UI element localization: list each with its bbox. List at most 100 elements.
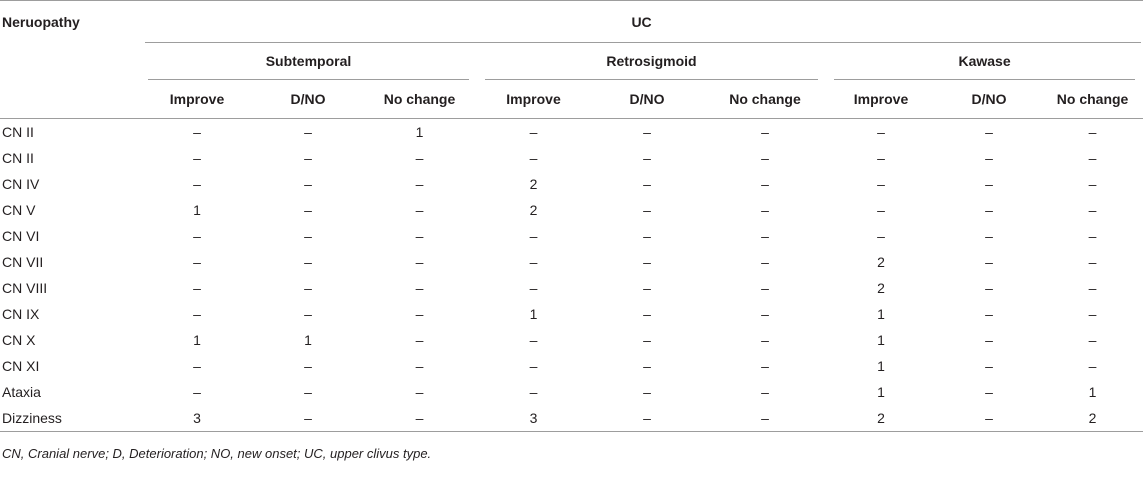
table-cell: – bbox=[985, 175, 993, 192]
group-header-kawase: Kawase bbox=[826, 43, 1143, 80]
table-cell: – bbox=[304, 123, 312, 140]
table-row: CN XI – – – – – – 1 – – bbox=[0, 353, 1143, 379]
group-rule bbox=[148, 78, 469, 80]
table-row: Dizziness 3– –3– –2–2 bbox=[0, 405, 1143, 433]
group-rule bbox=[834, 78, 1136, 80]
subheader-no-change: No change bbox=[362, 79, 477, 119]
table-cell: – bbox=[985, 280, 993, 297]
group-rule bbox=[485, 78, 818, 80]
table-cell: – bbox=[877, 227, 885, 244]
row-label: CN X bbox=[2, 332, 36, 349]
table-cell: – bbox=[985, 306, 993, 323]
row-label: CN II bbox=[2, 123, 34, 140]
table-cell: – bbox=[415, 149, 424, 166]
table-cell: 1 bbox=[415, 123, 424, 140]
table-cell: – bbox=[643, 149, 651, 166]
table-cell: – bbox=[643, 227, 651, 244]
row-label: CN V bbox=[2, 201, 36, 218]
table-cell: – bbox=[193, 175, 201, 192]
row-header: Neruopathy bbox=[0, 0, 140, 43]
row-label: CN XI bbox=[2, 358, 40, 375]
group-header-subtemporal: Subtemporal bbox=[140, 43, 477, 80]
table-row: CN IV – – – 2 – – – – – bbox=[0, 171, 1143, 197]
table-cell: – bbox=[415, 254, 424, 271]
subheader-no-change: No change bbox=[704, 79, 826, 119]
table-cell: 1 bbox=[193, 201, 201, 218]
super-header-rule bbox=[145, 41, 1142, 43]
table-row: CN IX – – – 1 – – 1 – – bbox=[0, 301, 1143, 327]
table-footnote: CN, Cranial nerve; D, Deterioration; NO,… bbox=[2, 446, 432, 461]
table-cell: – bbox=[529, 149, 538, 166]
table-row: CN X 1 1 – – – – 1 – – bbox=[0, 327, 1143, 353]
table-cell: – bbox=[193, 358, 201, 375]
group-header-retrosigmoid: Retrosigmoid bbox=[477, 43, 826, 80]
table-cell: – bbox=[704, 405, 826, 433]
subheader-dno: D/NO bbox=[254, 79, 362, 119]
row-label: CN VI bbox=[2, 227, 40, 244]
table-cell: – bbox=[643, 280, 651, 297]
table-cell: 1 bbox=[193, 332, 201, 349]
table-cell: – bbox=[761, 280, 769, 297]
table-cell: – bbox=[1088, 175, 1097, 192]
table-cell: – bbox=[985, 332, 993, 349]
table-cell: – bbox=[304, 201, 312, 218]
table-cell: – bbox=[1088, 280, 1097, 297]
row-label: Ataxia bbox=[2, 384, 41, 401]
table-container: Neruopathy UC Subtemporal Retrosigmoid K… bbox=[0, 0, 1143, 461]
table-cell: – bbox=[1088, 123, 1097, 140]
table-cell: – bbox=[985, 201, 993, 218]
table-cell: – bbox=[877, 123, 885, 140]
table-cell: – bbox=[415, 201, 424, 218]
table-cell: – bbox=[761, 306, 769, 323]
table-cell: – bbox=[415, 358, 424, 375]
table-cell: – bbox=[193, 123, 201, 140]
table-cell: – bbox=[193, 384, 201, 401]
table-cell: – bbox=[304, 227, 312, 244]
table-cell: 1 bbox=[304, 332, 312, 349]
table-cell: 1 bbox=[877, 358, 885, 375]
table-row: CN VII – – – – – – 2 – – bbox=[0, 249, 1143, 275]
table-row: CN II – – 1 – – – – – – bbox=[0, 119, 1143, 145]
table-cell: – bbox=[877, 149, 885, 166]
table-cell: – bbox=[1088, 227, 1097, 244]
table-cell: – bbox=[643, 175, 651, 192]
row-label: CN II bbox=[2, 149, 34, 166]
table-cell: – bbox=[643, 201, 651, 218]
table-cell: – bbox=[643, 384, 651, 401]
subheader-no-change: No change bbox=[1042, 79, 1143, 119]
table-cell: – bbox=[590, 405, 704, 433]
table-cell: 2 bbox=[529, 175, 538, 192]
blank-cell bbox=[0, 79, 140, 119]
table-cell: – bbox=[193, 149, 201, 166]
subheader-dno: D/NO bbox=[590, 79, 704, 119]
table-cell: – bbox=[304, 254, 312, 271]
table-cell: – bbox=[643, 332, 651, 349]
table-cell: – bbox=[761, 149, 769, 166]
table-cell: – bbox=[304, 280, 312, 297]
table-cell: – bbox=[529, 384, 538, 401]
table-cell: 1 bbox=[877, 332, 885, 349]
table-cell: – bbox=[985, 149, 993, 166]
neuropathy-table: Neruopathy UC Subtemporal Retrosigmoid K… bbox=[0, 0, 1143, 433]
blank-cell bbox=[0, 43, 140, 80]
table-cell: – bbox=[936, 405, 1042, 433]
group-label: Subtemporal bbox=[265, 53, 352, 69]
table-cell: – bbox=[761, 358, 769, 375]
table-cell: – bbox=[761, 227, 769, 244]
subheader-improve: Improve bbox=[826, 79, 936, 119]
table-cell: – bbox=[415, 280, 424, 297]
table-cell: – bbox=[529, 123, 538, 140]
table-cell: – bbox=[761, 201, 769, 218]
table-cell: – bbox=[415, 227, 424, 244]
table-cell: – bbox=[304, 306, 312, 323]
table-cell: – bbox=[304, 149, 312, 166]
table-cell: 2 bbox=[877, 280, 885, 297]
table-cell: – bbox=[1088, 306, 1097, 323]
table-cell: – bbox=[304, 175, 312, 192]
table-cell: – bbox=[415, 332, 424, 349]
table-cell: 2 bbox=[529, 201, 538, 218]
table-cell: 1 bbox=[877, 384, 885, 401]
table-row: CN VIII – – – – – – 2 – – bbox=[0, 275, 1143, 301]
super-header-label: UC bbox=[631, 13, 652, 30]
table-cell: – bbox=[529, 254, 538, 271]
